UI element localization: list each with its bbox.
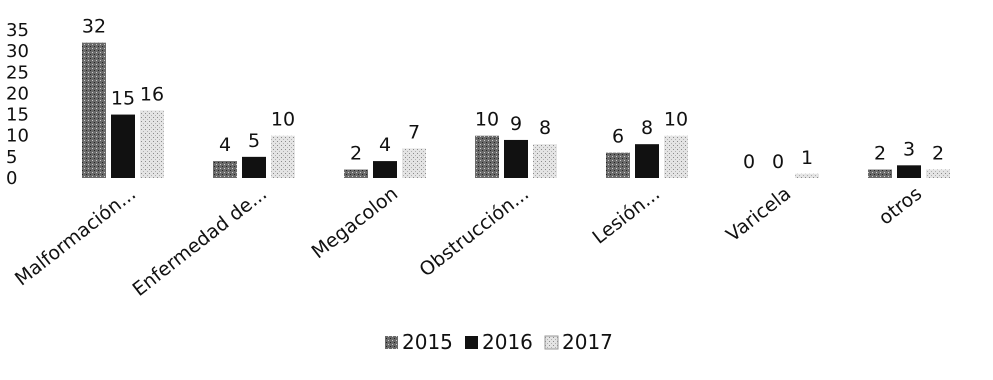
y-tick-label: 20: [6, 83, 29, 104]
x-category-label: Malformación...: [11, 183, 140, 291]
data-label: 8: [539, 117, 551, 139]
y-tick-label: 25: [6, 62, 29, 83]
bar-2017-0: [140, 110, 164, 178]
data-label: 2: [350, 143, 362, 165]
data-label: 32: [82, 16, 106, 38]
data-label: 3: [903, 138, 915, 160]
bar-2016-3: [504, 139, 528, 178]
bar-2015-6: [868, 169, 892, 178]
data-label: 9: [510, 113, 522, 135]
data-label: 15: [111, 88, 135, 110]
legend-swatch-2016: [465, 336, 478, 349]
x-axis: Malformación...Enfermedad de... Megacolon…: [11, 183, 926, 301]
y-tick-label: 30: [6, 41, 29, 62]
data-label: 10: [664, 109, 688, 131]
x-category-label: Varicela: [722, 183, 795, 247]
legend: 2015 2016 2017: [385, 330, 613, 354]
x-category-label: Megacolon: [308, 183, 403, 264]
bar-2015-1: [213, 161, 237, 178]
bar-2016-2: [373, 161, 397, 178]
legend-label: 2016: [482, 330, 533, 354]
bar-2016-1: [242, 156, 266, 178]
bar-2017-3: [533, 144, 557, 178]
legend-label: 2017: [562, 330, 613, 354]
legend-swatch-2015: [385, 336, 398, 349]
bar-2015-2: [344, 169, 368, 178]
bar-series-group: [82, 42, 950, 178]
y-tick-label: 10: [6, 126, 29, 147]
bar-2017-1: [271, 135, 295, 178]
bar-2016-4: [635, 144, 659, 178]
data-label: 8: [641, 117, 653, 139]
y-tick-label: 15: [6, 105, 29, 126]
legend-swatch-2017: [544, 335, 559, 350]
data-label: 1: [801, 147, 813, 169]
data-label: 4: [379, 134, 391, 156]
bar-2017-4: [664, 135, 688, 178]
bar-2016-6: [897, 165, 921, 178]
x-category-label: Enfermedad de...: [128, 183, 271, 301]
bar-2017-6: [926, 169, 950, 178]
y-tick-label: 5: [6, 147, 17, 168]
bar-2017-5: [795, 173, 819, 178]
data-label: 10: [475, 109, 499, 131]
bar-2017-2: [402, 148, 426, 178]
x-category-label: otros: [875, 183, 926, 230]
legend-label: 2015: [402, 330, 453, 354]
bar-2015-3: [475, 135, 499, 178]
data-label: 7: [408, 121, 420, 143]
data-label: 6: [612, 126, 624, 148]
bar-2016-0: [111, 114, 135, 178]
data-label: 10: [271, 109, 295, 131]
bar-2015-4: [606, 152, 630, 178]
y-tick-label: 0: [6, 168, 17, 189]
data-label: 5: [248, 130, 260, 152]
data-label: 4: [219, 134, 231, 156]
data-label: 0: [743, 151, 755, 173]
data-label: 0: [772, 151, 784, 173]
y-tick-label: 35: [6, 20, 29, 41]
x-category-label: Lesión...: [588, 183, 664, 249]
data-label: 2: [932, 143, 944, 165]
bar-2015-0: [82, 42, 106, 178]
x-category-label: Obstrucción...: [415, 183, 533, 282]
data-label: 2: [874, 143, 886, 165]
data-label: 16: [140, 83, 164, 105]
